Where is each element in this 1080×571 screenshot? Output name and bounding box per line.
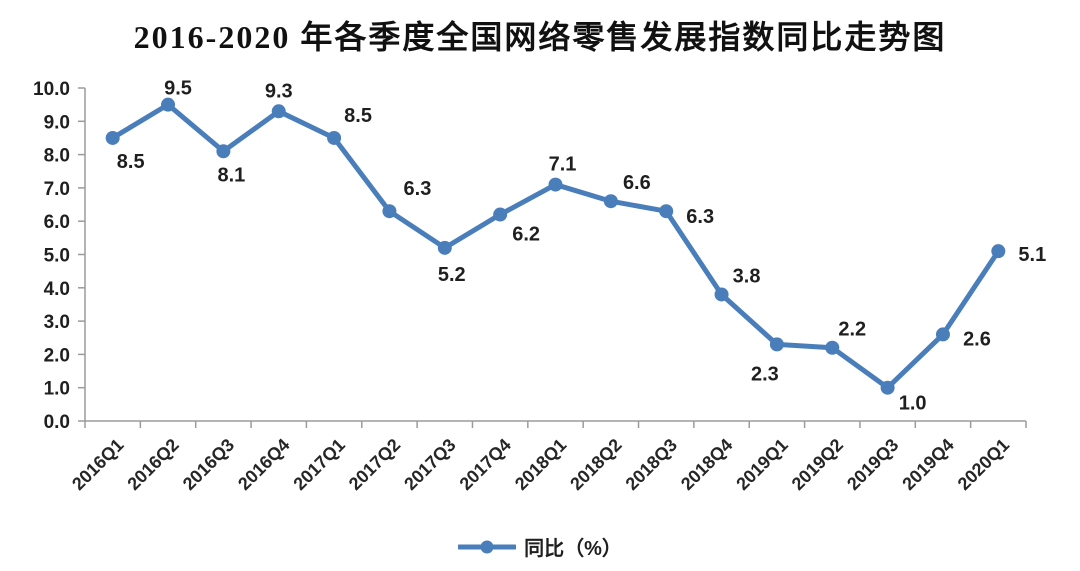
y-tick-label: 6.0 bbox=[44, 212, 70, 233]
data-label: 8.5 bbox=[344, 105, 372, 127]
data-label: 2.6 bbox=[963, 328, 991, 350]
data-label: 5.2 bbox=[438, 264, 466, 286]
data-label: 1.0 bbox=[899, 393, 927, 415]
data-label: 8.5 bbox=[117, 151, 145, 173]
x-tick-label: 2018Q2 bbox=[566, 435, 625, 494]
x-tick-label: 2016Q1 bbox=[68, 435, 127, 494]
y-tick-label: 3.0 bbox=[44, 312, 70, 333]
data-point bbox=[437, 240, 452, 255]
data-point bbox=[105, 130, 120, 145]
legend-line-marker-icon bbox=[458, 540, 517, 553]
data-label: 6.3 bbox=[686, 206, 714, 228]
y-tick-label: 4.0 bbox=[44, 279, 70, 300]
legend-label: 同比（%） bbox=[524, 538, 622, 560]
data-label: 9.5 bbox=[164, 78, 192, 100]
data-point bbox=[271, 104, 286, 119]
data-point bbox=[548, 177, 563, 192]
data-point bbox=[769, 337, 784, 352]
data-label: 5.1 bbox=[1018, 244, 1046, 266]
x-tick-label: 2018Q3 bbox=[622, 435, 681, 494]
x-tick-label: 2017Q4 bbox=[456, 435, 515, 494]
x-tick-label: 2020Q1 bbox=[954, 435, 1013, 494]
legend: 同比（%） bbox=[0, 532, 1080, 561]
y-tick-label: 10.0 bbox=[33, 79, 70, 100]
y-tick-label: 2.0 bbox=[44, 345, 70, 366]
x-tick-label: 2018Q4 bbox=[677, 435, 736, 494]
x-tick-label: 2019Q3 bbox=[843, 435, 902, 494]
y-tick-label: 0.0 bbox=[44, 412, 70, 433]
x-tick-label: 2019Q2 bbox=[788, 435, 847, 494]
x-tick-label: 2019Q4 bbox=[898, 435, 957, 494]
x-tick-label: 2016Q3 bbox=[179, 435, 238, 494]
data-point bbox=[493, 207, 508, 222]
data-label: 7.1 bbox=[549, 154, 577, 176]
data-point bbox=[603, 194, 618, 209]
data-label: 9.3 bbox=[265, 80, 293, 102]
data-point bbox=[880, 380, 895, 395]
data-label: 8.1 bbox=[217, 164, 245, 186]
y-tick-label: 1.0 bbox=[44, 379, 70, 400]
data-point bbox=[659, 204, 674, 219]
data-point bbox=[935, 327, 950, 342]
data-point bbox=[327, 130, 342, 145]
data-label: 6.3 bbox=[404, 178, 432, 200]
data-point bbox=[161, 97, 176, 112]
chart-title: 2016-2020 年各季度全国网络零售发展指数同比走势图 bbox=[133, 19, 947, 55]
y-tick-label: 9.0 bbox=[44, 112, 70, 133]
y-tick-label: 5.0 bbox=[44, 246, 70, 267]
data-point bbox=[382, 204, 397, 219]
x-tick-label: 2017Q1 bbox=[289, 435, 348, 494]
y-tick-label: 8.0 bbox=[44, 146, 70, 167]
data-label: 6.6 bbox=[623, 172, 651, 194]
x-tick-label: 2017Q2 bbox=[345, 435, 404, 494]
x-tick-label: 2016Q2 bbox=[123, 435, 182, 494]
x-tick-label: 2017Q3 bbox=[400, 435, 459, 494]
data-label: 2.3 bbox=[751, 363, 779, 385]
data-point bbox=[216, 144, 231, 159]
data-point bbox=[714, 287, 729, 302]
data-label: 6.2 bbox=[512, 224, 540, 246]
x-tick-label: 2016Q4 bbox=[234, 435, 293, 494]
x-tick-label: 2019Q1 bbox=[732, 435, 791, 494]
x-tick-label: 2018Q1 bbox=[511, 435, 570, 494]
y-tick-label: 7.0 bbox=[44, 179, 70, 200]
data-point bbox=[825, 340, 840, 355]
data-label: 2.2 bbox=[838, 319, 866, 341]
data-line bbox=[110, 102, 1001, 391]
data-point bbox=[991, 244, 1006, 259]
data-label: 3.8 bbox=[733, 265, 761, 287]
